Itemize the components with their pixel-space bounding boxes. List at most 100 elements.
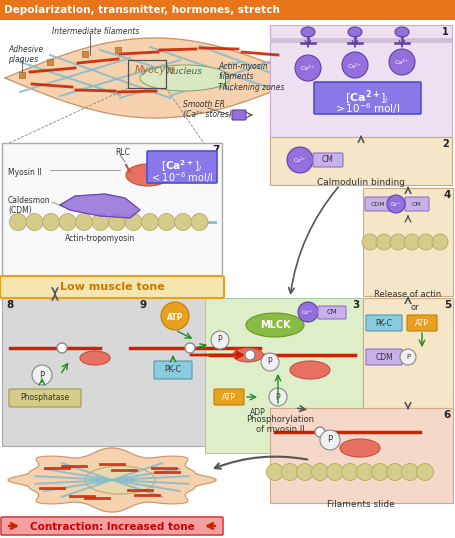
FancyBboxPatch shape xyxy=(366,349,402,365)
Text: CDM: CDM xyxy=(375,352,393,362)
Text: ADP: ADP xyxy=(250,408,266,417)
Text: P: P xyxy=(276,393,280,401)
Text: Contraction: Increased tone: Contraction: Increased tone xyxy=(30,522,194,532)
FancyBboxPatch shape xyxy=(214,389,244,405)
Circle shape xyxy=(185,343,195,353)
Circle shape xyxy=(261,353,279,371)
Text: Thickening zones: Thickening zones xyxy=(218,83,284,92)
Polygon shape xyxy=(60,194,140,218)
Ellipse shape xyxy=(85,466,155,494)
Circle shape xyxy=(295,55,321,81)
Text: 9: 9 xyxy=(140,300,147,310)
Text: PK-C: PK-C xyxy=(375,318,392,328)
Text: CM: CM xyxy=(322,155,334,165)
Circle shape xyxy=(245,350,255,360)
Circle shape xyxy=(108,214,126,230)
FancyBboxPatch shape xyxy=(365,197,391,211)
Circle shape xyxy=(315,427,325,437)
Text: 6: 6 xyxy=(444,410,451,420)
Text: CM: CM xyxy=(327,309,337,315)
Circle shape xyxy=(418,234,434,250)
Circle shape xyxy=(342,464,359,480)
Text: Nucleus: Nucleus xyxy=(167,67,203,76)
Text: Ca²⁺: Ca²⁺ xyxy=(301,67,315,72)
Circle shape xyxy=(320,430,340,450)
Text: 1: 1 xyxy=(442,27,449,37)
Text: P: P xyxy=(406,354,410,360)
Bar xyxy=(128,60,166,88)
Circle shape xyxy=(327,464,344,480)
Bar xyxy=(2,143,222,276)
Text: 4: 4 xyxy=(444,190,451,200)
Bar xyxy=(270,25,452,137)
Text: $<10^{-6}$ mol/l: $<10^{-6}$ mol/l xyxy=(151,170,213,185)
Circle shape xyxy=(376,234,392,250)
Bar xyxy=(115,47,121,53)
Bar xyxy=(363,188,453,296)
Text: Actin-tropomyosin: Actin-tropomyosin xyxy=(65,234,135,243)
Text: Myocyte: Myocyte xyxy=(134,65,176,75)
Text: $[\mathbf{Ca^{2+}}]_i$: $[\mathbf{Ca^{2+}}]_i$ xyxy=(162,158,202,174)
Text: Myosin II: Myosin II xyxy=(8,168,42,177)
Text: $[\mathbf{Ca^{2+}}]_i$: $[\mathbf{Ca^{2+}}]_i$ xyxy=(345,89,389,108)
Text: ATP: ATP xyxy=(222,393,236,401)
FancyBboxPatch shape xyxy=(154,361,192,379)
Text: Release of actin: Release of actin xyxy=(374,290,442,299)
Text: CM: CM xyxy=(412,202,422,207)
Text: P: P xyxy=(328,435,333,444)
Text: Filaments slide: Filaments slide xyxy=(327,500,395,509)
Text: P: P xyxy=(40,371,45,379)
Circle shape xyxy=(387,195,405,213)
Circle shape xyxy=(342,52,368,78)
Text: or: or xyxy=(411,303,420,312)
Circle shape xyxy=(287,147,313,173)
Ellipse shape xyxy=(290,361,330,379)
FancyBboxPatch shape xyxy=(147,151,217,183)
Text: Caldesmon
(CDM): Caldesmon (CDM) xyxy=(8,196,51,215)
Circle shape xyxy=(297,464,313,480)
Bar xyxy=(47,59,53,65)
Circle shape xyxy=(386,464,404,480)
Circle shape xyxy=(26,214,43,230)
Circle shape xyxy=(389,49,415,75)
Circle shape xyxy=(142,214,158,230)
Circle shape xyxy=(161,302,189,330)
Circle shape xyxy=(76,214,92,230)
Bar xyxy=(270,137,452,185)
Text: Phosphorylation
of myosin II: Phosphorylation of myosin II xyxy=(246,415,314,434)
Circle shape xyxy=(401,464,419,480)
Text: Intermediate filaments: Intermediate filaments xyxy=(52,27,139,36)
Ellipse shape xyxy=(395,27,409,37)
Ellipse shape xyxy=(126,164,170,186)
FancyBboxPatch shape xyxy=(366,315,402,331)
FancyBboxPatch shape xyxy=(318,306,346,319)
FancyBboxPatch shape xyxy=(314,82,421,114)
FancyBboxPatch shape xyxy=(9,389,81,407)
Text: Low muscle tone: Low muscle tone xyxy=(60,282,164,292)
Text: RLC: RLC xyxy=(115,148,130,157)
FancyBboxPatch shape xyxy=(232,110,246,120)
Circle shape xyxy=(390,234,406,250)
Text: Depolarization, transmitter, hormones, stretch: Depolarization, transmitter, hormones, s… xyxy=(4,5,280,15)
Ellipse shape xyxy=(301,27,315,37)
Text: Ca²⁺: Ca²⁺ xyxy=(390,202,401,207)
Text: 2: 2 xyxy=(442,139,449,149)
Text: Ca²⁺: Ca²⁺ xyxy=(395,60,409,66)
Circle shape xyxy=(312,464,329,480)
Bar xyxy=(205,298,363,453)
Ellipse shape xyxy=(140,65,230,91)
Text: ATP: ATP xyxy=(167,313,183,322)
Circle shape xyxy=(357,464,374,480)
Text: ATP: ATP xyxy=(415,318,429,328)
FancyBboxPatch shape xyxy=(0,276,224,298)
Circle shape xyxy=(125,214,142,230)
Polygon shape xyxy=(5,38,305,118)
Bar xyxy=(2,298,270,446)
Circle shape xyxy=(282,464,298,480)
Circle shape xyxy=(362,234,378,250)
Text: PK-C: PK-C xyxy=(165,365,182,374)
Text: $>10^{-6}$ mol/l: $>10^{-6}$ mol/l xyxy=(334,101,400,116)
Text: 7: 7 xyxy=(212,145,220,155)
FancyBboxPatch shape xyxy=(1,517,223,535)
Circle shape xyxy=(416,464,434,480)
